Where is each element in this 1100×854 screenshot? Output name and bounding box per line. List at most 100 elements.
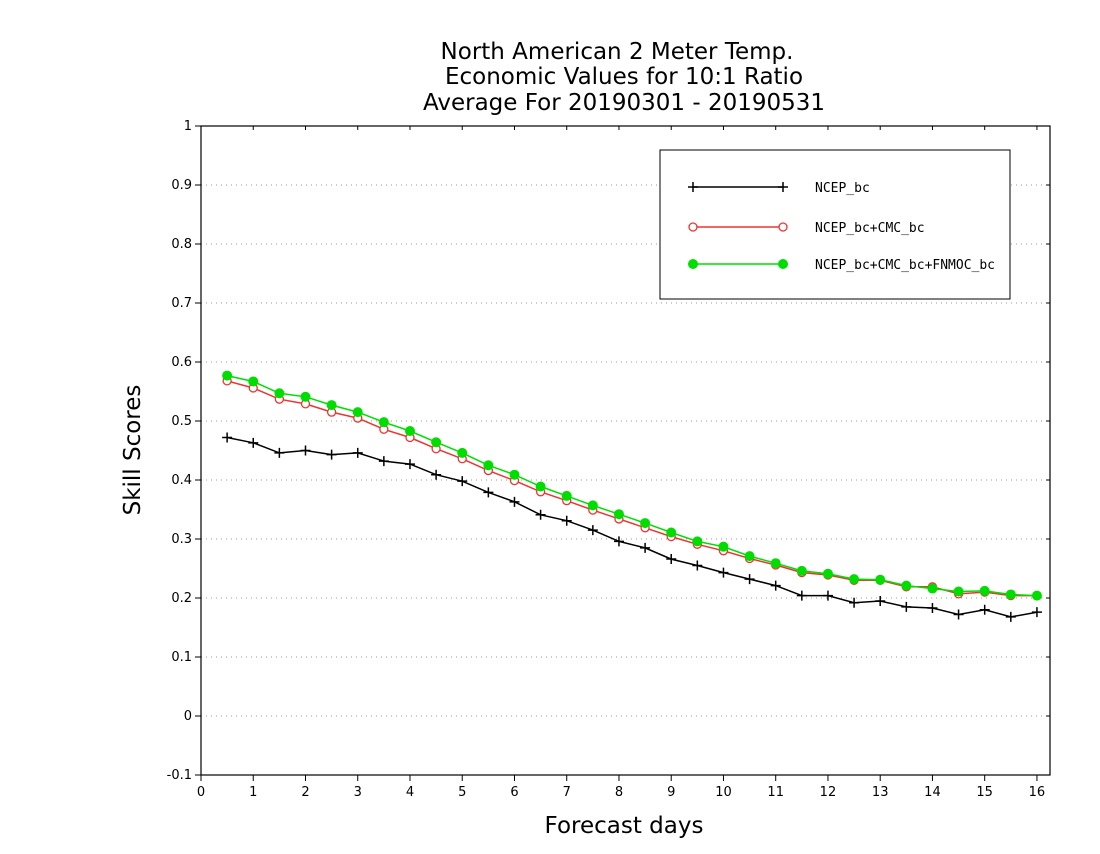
data-point — [1031, 607, 1042, 618]
x-tick-label: 5 — [458, 785, 466, 800]
data-point — [561, 515, 572, 526]
data-point — [1005, 589, 1016, 600]
data-point — [927, 603, 938, 614]
x-tick-label: 16 — [1029, 785, 1046, 800]
x-tick-label: 7 — [563, 785, 571, 800]
data-point — [901, 580, 912, 591]
data-point — [692, 536, 703, 547]
data-point — [875, 595, 886, 606]
data-point — [483, 487, 494, 498]
data-point — [901, 601, 912, 612]
x-tick-label: 1 — [249, 785, 257, 800]
legend: NCEP_bc NCEP_bc+CMC_bc NCEP_bc+CMC_bc+FNMO… — [659, 149, 1011, 300]
y-tick-label: 0.1 — [171, 650, 192, 665]
y-tick-label: 0.3 — [171, 532, 192, 547]
data-point — [770, 580, 781, 591]
data-point — [640, 542, 651, 553]
series-line — [226, 380, 1037, 597]
legend-marker — [688, 259, 698, 269]
data-point — [561, 490, 572, 501]
data-point — [875, 574, 886, 585]
data-point — [431, 437, 442, 448]
y-tick-label: 0.5 — [171, 414, 192, 429]
legend-marker — [778, 182, 788, 192]
y-tick-label: 0.2 — [171, 591, 192, 606]
data-point — [979, 604, 990, 615]
data-point — [744, 574, 755, 585]
chart-title-line-2: Economic Values for 10:1 Ratio — [445, 64, 803, 90]
x-tick-label: 3 — [354, 785, 362, 800]
data-point — [431, 469, 442, 480]
legend-label: NCEP_bc+CMC_bc+FNMOC_bc — [815, 258, 995, 273]
data-point — [222, 432, 233, 443]
data-point — [535, 509, 546, 520]
y-tick-label: 0.6 — [171, 355, 192, 370]
data-point — [404, 459, 415, 470]
legend-marker — [688, 182, 698, 192]
data-point — [822, 590, 833, 601]
data-point — [326, 449, 337, 460]
legend-marker — [688, 222, 698, 232]
data-point — [796, 565, 807, 576]
chart-title-line-1: North American 2 Meter Temp. — [441, 39, 794, 65]
data-point — [796, 590, 807, 601]
data-point — [300, 391, 311, 402]
y-tick-label: 0.9 — [171, 178, 192, 193]
series-1 — [222, 376, 1042, 601]
axes: -0.100.10.20.30.40.50.60.70.80.910 1 2 3 4 5 6… — [167, 119, 1051, 800]
data-point — [483, 460, 494, 471]
x-tick-label: 10 — [715, 785, 732, 800]
data-point — [248, 437, 259, 448]
legend-box — [659, 149, 1011, 300]
data-point — [692, 560, 703, 571]
data-point — [718, 541, 729, 552]
x-axis-title: Forecast days — [545, 813, 704, 839]
legend-marker — [778, 259, 788, 269]
x-tick-label: 11 — [767, 785, 784, 800]
data-point — [927, 583, 938, 594]
x-tick-label: 2 — [301, 785, 309, 800]
data-point — [613, 509, 624, 520]
data-point — [953, 586, 964, 597]
chart-title-line-3: Average For 20190301 - 20190531 — [423, 90, 825, 116]
y-tick-label: 0.7 — [171, 296, 192, 311]
x-tick-label: 0 — [197, 785, 205, 800]
x-tick-label: 4 — [406, 785, 414, 800]
data-point — [613, 536, 624, 547]
data-point — [953, 609, 964, 620]
data-point — [404, 426, 415, 437]
x-tick-label: 14 — [924, 785, 941, 800]
series-2 — [222, 370, 1042, 601]
data-point — [457, 476, 468, 487]
data-point — [849, 597, 860, 608]
y-tick-label: 0.8 — [171, 237, 192, 252]
y-tick-label: -0.1 — [167, 768, 192, 783]
data-series — [222, 370, 1042, 622]
x-tick-label: 12 — [820, 785, 837, 800]
data-point — [587, 525, 598, 536]
data-point — [587, 500, 598, 511]
data-point — [822, 568, 833, 579]
plot-frame — [200, 125, 1051, 776]
data-point — [770, 558, 781, 569]
series-line — [226, 436, 1038, 618]
data-point — [640, 518, 651, 529]
x-tick-label: 15 — [976, 785, 993, 800]
data-point — [274, 447, 285, 458]
legend-label: NCEP_bc — [815, 181, 870, 196]
x-tick-label: 13 — [872, 785, 889, 800]
chart-title: North American 2 Meter Temp. Economic Va… — [423, 39, 825, 116]
data-point — [718, 567, 729, 578]
x-tick-label: 8 — [615, 785, 623, 800]
data-point — [744, 551, 755, 562]
y-tick-label: 0 — [184, 709, 192, 724]
data-point — [352, 407, 363, 418]
x-tick-label: 6 — [510, 785, 518, 800]
data-point — [352, 447, 363, 458]
data-point — [1005, 611, 1016, 622]
x-tick-label: 9 — [667, 785, 675, 800]
y-tick-label: 1 — [184, 119, 192, 134]
data-point — [979, 585, 990, 596]
y-axis-title: Skill Scores — [120, 385, 146, 516]
data-point — [509, 469, 520, 480]
